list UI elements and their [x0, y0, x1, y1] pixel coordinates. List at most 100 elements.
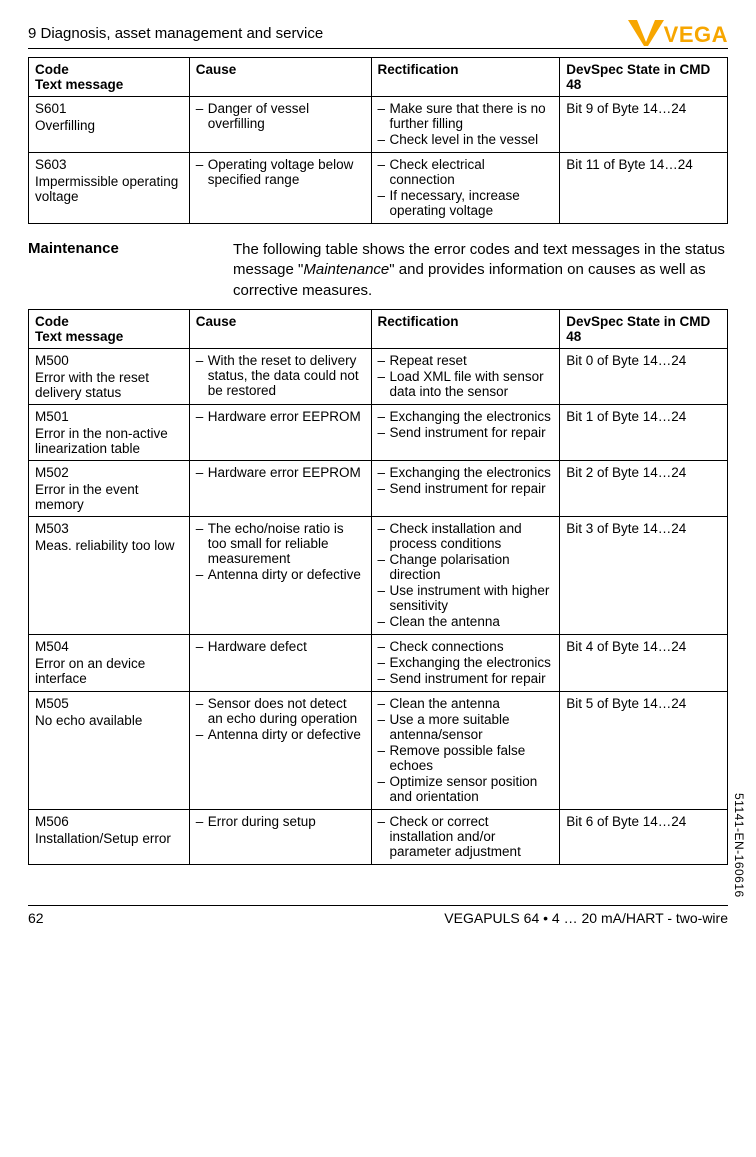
- list-item: Clean the antenna: [378, 696, 554, 711]
- maintenance-label: Maintenance: [28, 240, 233, 301]
- list-item: Check or correct installation and/or par…: [378, 814, 554, 859]
- list-item: Exchanging the electronics: [378, 655, 554, 670]
- dev-cell: Bit 4 of Byte 14…24: [560, 634, 728, 691]
- table-s-codes: Code Text message Cause Rectification De…: [28, 57, 728, 224]
- dev-header-l2: 48: [566, 77, 581, 92]
- table-row: M500Error with the reset delivery status…: [29, 348, 728, 404]
- code-header-l2: Text message: [35, 77, 123, 92]
- list-item: Antenna dirty or defective: [196, 567, 365, 582]
- list-item: Check level in the vessel: [378, 132, 554, 147]
- rect-cell: Clean the antennaUse a more suitable ant…: [371, 691, 560, 809]
- col-dev-header: DevSpec State in CMD 48: [560, 58, 728, 97]
- list-item: Danger of vessel overfilling: [196, 101, 365, 131]
- list-item: Error during setup: [196, 814, 365, 829]
- rect-cell: Make sure that there is no further filli…: [371, 97, 560, 153]
- code-text: Impermissible operating voltage: [35, 174, 178, 204]
- list-item: Load XML file with sensor data into the …: [378, 369, 554, 399]
- code-id: M502: [35, 465, 183, 480]
- footer-product: VEGAPULS 64 • 4 … 20 mA/HART - two-wire: [444, 910, 728, 926]
- vega-v-icon: [628, 20, 664, 46]
- list-item: Operating voltage below specified range: [196, 157, 365, 187]
- code-cell: M503 Meas. reliability too low: [29, 516, 190, 634]
- rect-cell: Exchanging the electronicsSend instrumen…: [371, 404, 560, 460]
- cause-cell: Hardware error EEPROM: [189, 460, 371, 516]
- table-row: M505 No echo available Sensor does not det…: [29, 691, 728, 809]
- code-id: M503: [35, 521, 183, 536]
- table-row: M501 Error in the non-active linearizatio…: [29, 404, 728, 460]
- cause-cell: Error during setup: [189, 809, 371, 864]
- rect-cell: Repeat resetLoad XML file with sensor da…: [371, 348, 560, 404]
- dev-cell: Bit 1 of Byte 14…24: [560, 404, 728, 460]
- list-item: Sensor does not detect an echo during op…: [196, 696, 365, 726]
- list-item: Check installation and process condition…: [378, 521, 554, 551]
- table-row: M502 Error in the event memory Hardware er…: [29, 460, 728, 516]
- list-item: Use instrument with higher sensitivity: [378, 583, 554, 613]
- doc-code: 51141-EN-160616: [732, 793, 746, 898]
- dev-cell: Bit 5 of Byte 14…24: [560, 691, 728, 809]
- list-item: Check electrical connection: [378, 157, 554, 187]
- rect-cell: Check connectionsExchanging the electron…: [371, 634, 560, 691]
- list-item: Optimize sensor position and orientation: [378, 774, 554, 804]
- code-id: M506: [35, 814, 183, 829]
- list-item: With the reset to delivery status, the d…: [196, 353, 365, 398]
- cause-cell: With the reset to delivery status, the d…: [189, 348, 371, 404]
- rect-cell: Check installation and process condition…: [371, 516, 560, 634]
- code-header-l1: Code: [35, 62, 69, 77]
- table-row: M503 Meas. reliability too low The echo/no…: [29, 516, 728, 634]
- rect-cell: Check or correct installation and/or par…: [371, 809, 560, 864]
- list-item: Send instrument for repair: [378, 425, 554, 440]
- list-item: Use a more suitable antenna/sensor: [378, 712, 554, 742]
- dev-cell: Bit 0 of Byte 14…24: [560, 348, 728, 404]
- list-item: Antenna dirty or defective: [196, 727, 365, 742]
- list-item: Exchanging the electronics: [378, 465, 554, 480]
- code-text: Installation/Setup error: [35, 831, 171, 846]
- code-text: Error in the event memory: [35, 482, 139, 512]
- table-row: M506 Installation/Setup error Error during…: [29, 809, 728, 864]
- list-item: Hardware defect: [196, 639, 365, 654]
- col-rect-header: Rectification: [371, 309, 560, 348]
- cause-cell: Hardware defect: [189, 634, 371, 691]
- cause-cell: Danger of vessel overfilling: [189, 97, 371, 153]
- table-row: M504 Error on an device interface Hardware…: [29, 634, 728, 691]
- list-item: Make sure that there is no further filli…: [378, 101, 554, 131]
- list-item: If necessary, increase operating voltage: [378, 188, 554, 218]
- code-cell: M506 Installation/Setup error: [29, 809, 190, 864]
- dev-cell: Bit 6 of Byte 14…24: [560, 809, 728, 864]
- code-cell: S603 Impermissible operating voltage: [29, 153, 190, 224]
- code-id: M505: [35, 696, 183, 711]
- list-item: The echo/noise ratio is too small for re…: [196, 521, 365, 566]
- code-text: Error with the reset delivery status: [35, 370, 149, 400]
- col-rect-header: Rectification: [371, 58, 560, 97]
- dev-cell: Bit 9 of Byte 14…24: [560, 97, 728, 153]
- dev-header-l1: DevSpec State in CMD: [566, 314, 710, 329]
- code-header-l2: Text message: [35, 329, 123, 344]
- list-item: Clean the antenna: [378, 614, 554, 629]
- list-item: Remove possible false echoes: [378, 743, 554, 773]
- list-item: Check connections: [378, 639, 554, 654]
- code-cell: M504 Error on an device interface: [29, 634, 190, 691]
- list-item: Exchanging the electronics: [378, 409, 554, 424]
- list-item: Hardware error EEPROM: [196, 409, 365, 424]
- maint-italic: Maintenance: [303, 261, 389, 278]
- code-cell: M501 Error in the non-active linearizatio…: [29, 404, 190, 460]
- vega-logo: VEGA: [628, 20, 728, 46]
- code-id: M504: [35, 639, 183, 654]
- code-header-l1: Code: [35, 314, 69, 329]
- list-item: Repeat reset: [378, 353, 554, 368]
- page-header: 9 Diagnosis, asset management and servic…: [28, 20, 728, 49]
- section-title: 9 Diagnosis, asset management and servic…: [28, 25, 323, 42]
- code-text: Meas. reliability too low: [35, 538, 175, 553]
- table-m-codes: Code Text message Cause Rectification De…: [28, 309, 728, 865]
- code-id: S603: [35, 157, 183, 172]
- rect-cell: Check electrical connectionIf necessary,…: [371, 153, 560, 224]
- maintenance-text: The following table shows the error code…: [233, 240, 728, 301]
- col-dev-header: DevSpec State in CMD 48: [560, 309, 728, 348]
- code-text: Error in the non-active linearization ta…: [35, 426, 168, 456]
- code-text: Error on an device interface: [35, 656, 145, 686]
- list-item: Hardware error EEPROM: [196, 465, 365, 480]
- code-text: No echo available: [35, 713, 142, 728]
- cause-cell: Sensor does not detect an echo during op…: [189, 691, 371, 809]
- logo-text: VEGA: [664, 24, 728, 46]
- cause-cell: The echo/noise ratio is too small for re…: [189, 516, 371, 634]
- code-id: M501: [35, 409, 183, 424]
